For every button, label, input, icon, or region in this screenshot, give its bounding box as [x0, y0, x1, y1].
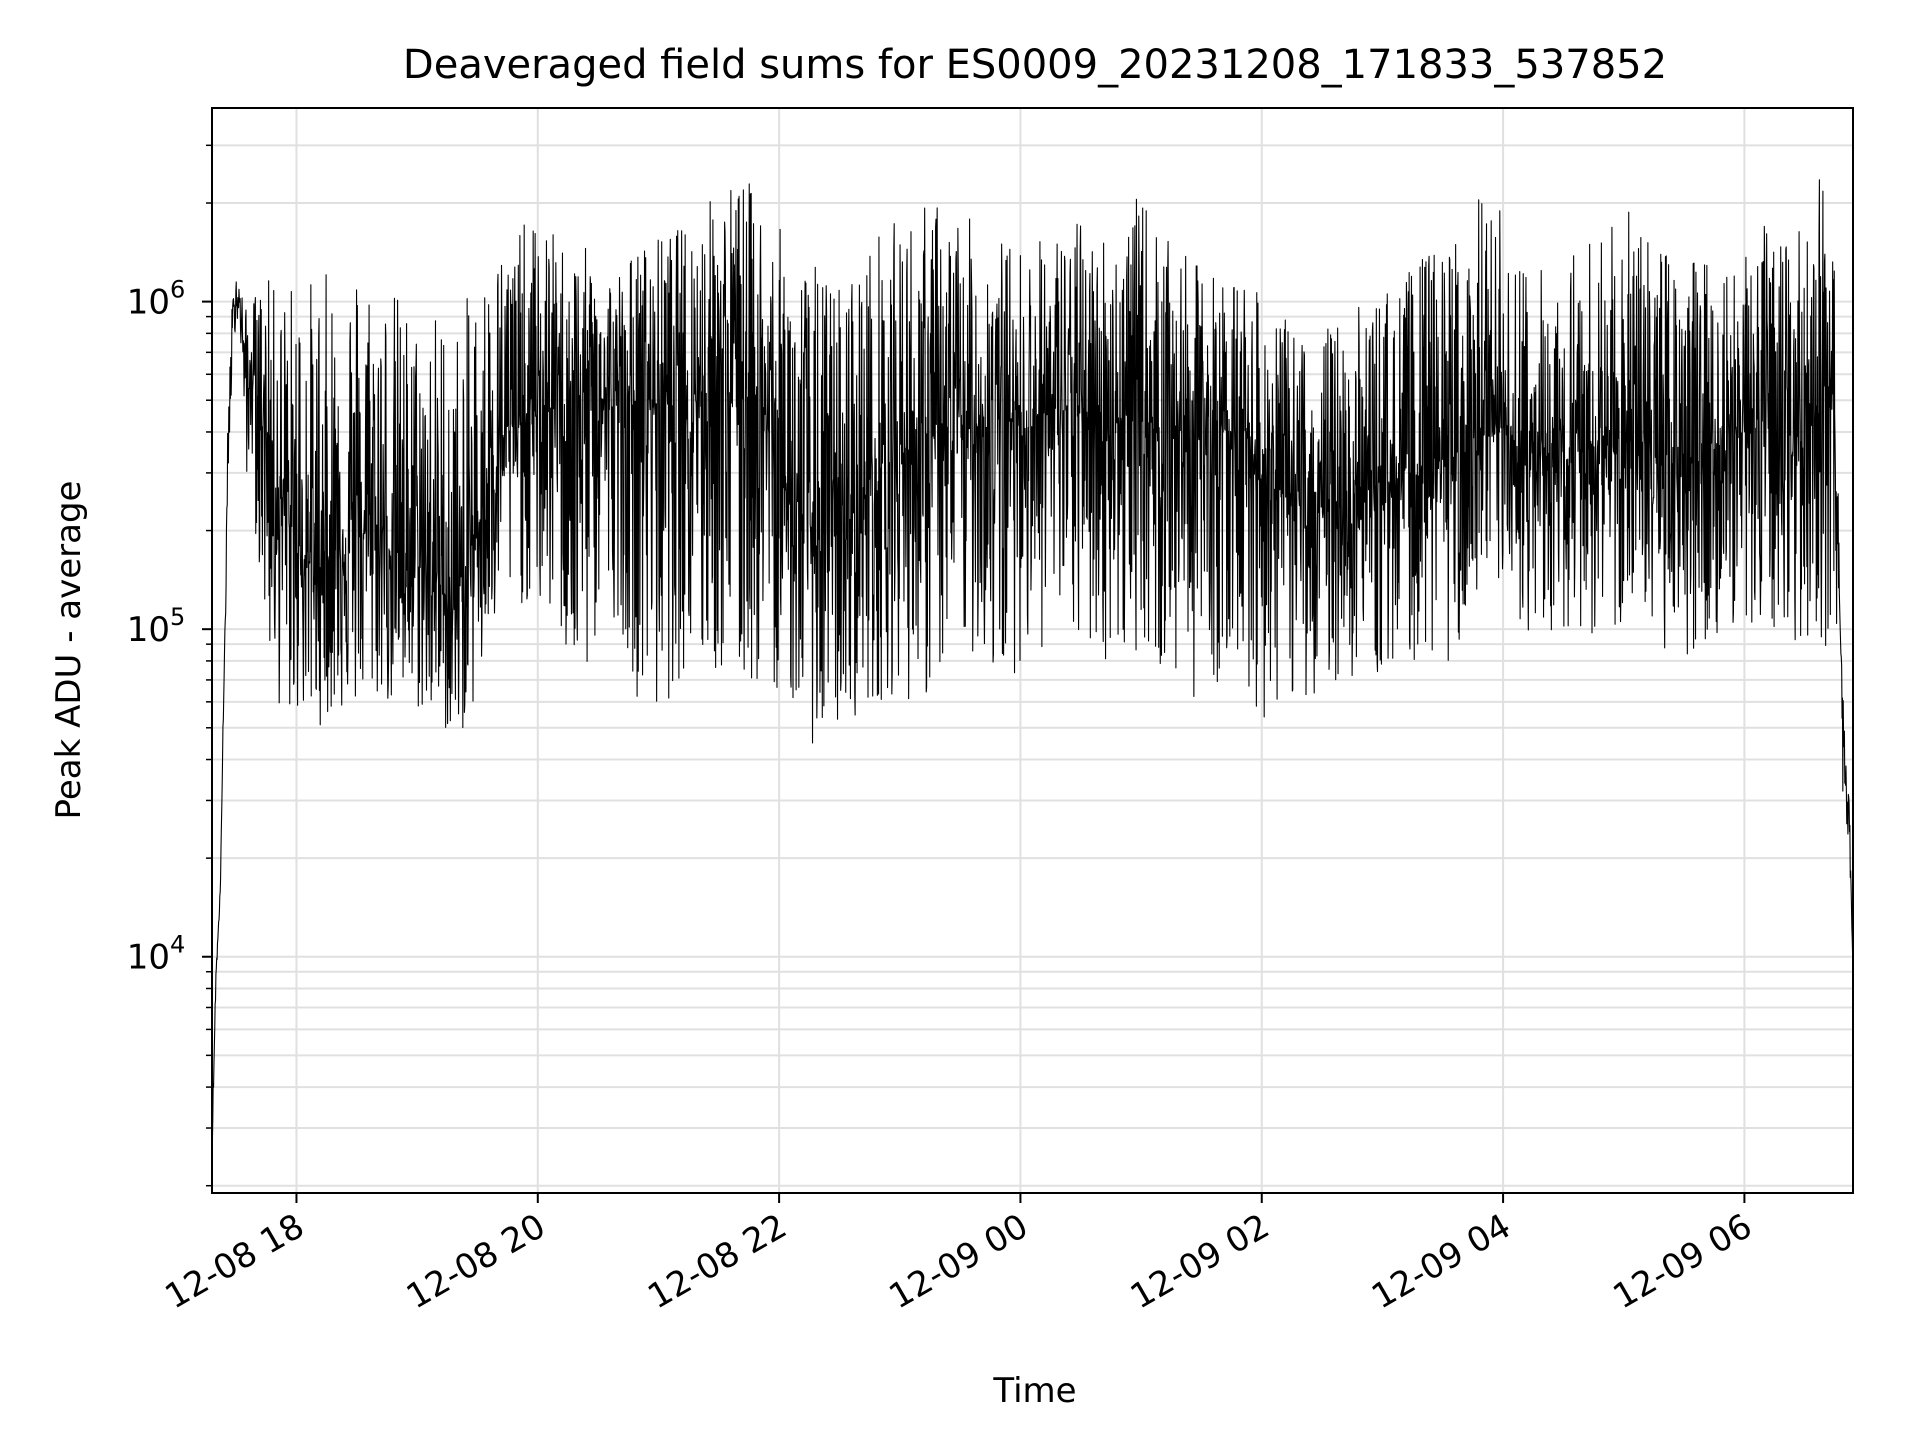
- y-tick-label: 104: [127, 931, 186, 978]
- y-tick-label: 105: [127, 603, 186, 650]
- data-series-line: [211, 179, 1854, 1151]
- chart-title: Deaveraged field sums for ES0009_2023120…: [403, 42, 1667, 88]
- series-layer: [211, 179, 1854, 1151]
- y-tick-label-base: 10: [127, 938, 170, 978]
- x-axis-label: Time: [992, 1371, 1076, 1411]
- plot-frame: [211, 107, 1854, 1194]
- y-axis-label: Peak ADU - average: [49, 481, 89, 820]
- y-tick-label-base: 10: [127, 610, 170, 650]
- y-tick-label-exponent: 4: [170, 931, 185, 959]
- y-tick-label-exponent: 6: [170, 276, 185, 304]
- y-tick-label-base: 10: [127, 283, 170, 323]
- y-tick-label-exponent: 5: [170, 603, 185, 631]
- y-tick-label: 106: [127, 276, 186, 323]
